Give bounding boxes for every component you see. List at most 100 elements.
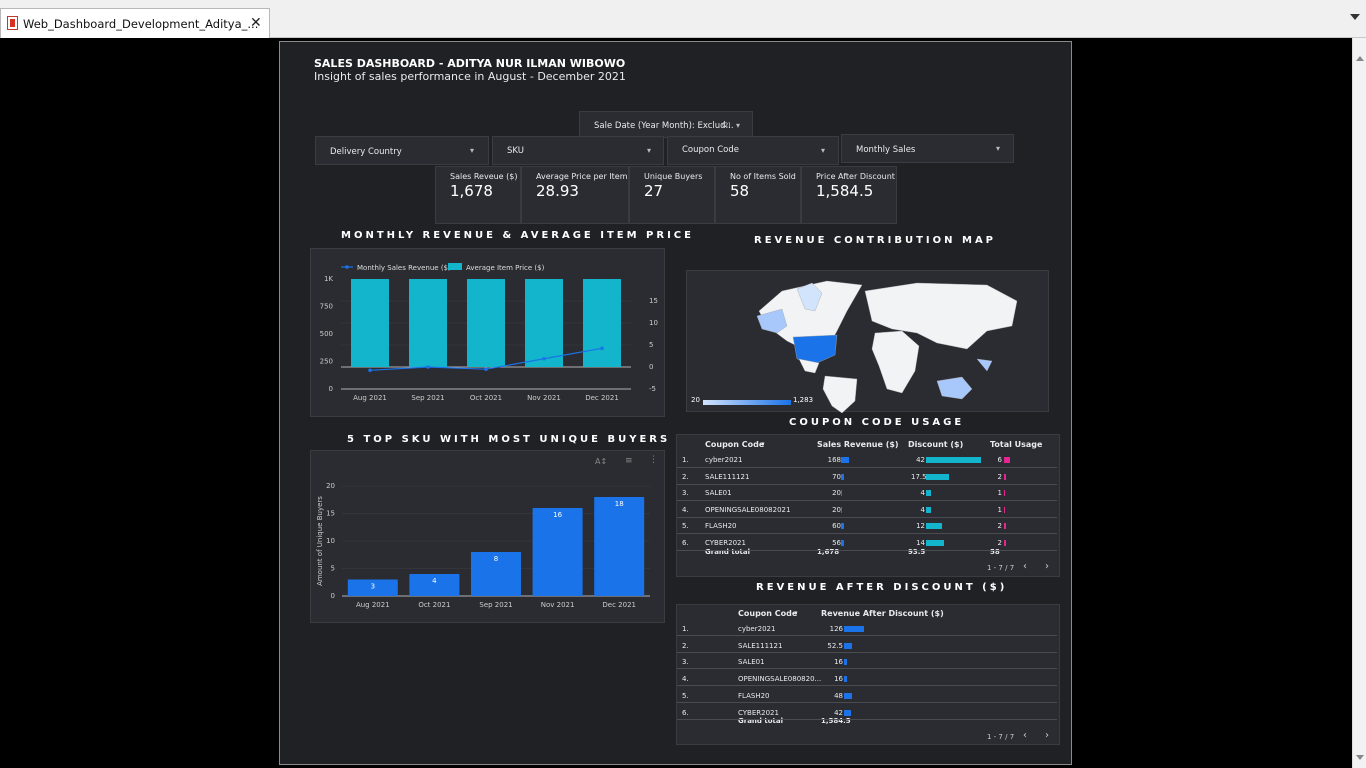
x-tick-label: Sep 2021 [479, 601, 512, 609]
revenue-after-discount-bar [844, 659, 847, 666]
coupon-code-cell: cyber2021 [705, 456, 743, 464]
table-row[interactable]: 3. SALE01 20 4 1 [677, 485, 1057, 502]
sale-date-filter[interactable]: Sale Date (Year Month): Exclud... (2) ▾ [579, 111, 753, 138]
total-usage-bar [1004, 473, 1006, 480]
x-tick-label: Oct 2021 [470, 394, 502, 402]
scroll-up-arrow-icon[interactable] [1356, 56, 1364, 61]
prev-page-icon[interactable]: ‹ [1023, 561, 1027, 572]
coupon-code-cell: cyber2021 [738, 625, 776, 633]
y-tick-label: 10 [326, 537, 335, 545]
kpi-average-price: Average Price per Item ($) 28.93 [521, 166, 629, 224]
grand-total-discount: 93.5 [908, 548, 926, 556]
revenue-after-discount-cell: 16 [834, 658, 843, 667]
coupon-table-panel: Coupon Code ▾ Sales Revenue ($) Discount… [676, 434, 1060, 577]
sort-icon: ▾ [794, 609, 798, 617]
kpi-unique-buyers: Unique Buyers 27 [629, 166, 715, 224]
filter-icon[interactable]: ≡ [625, 456, 633, 466]
vertical-scrollbar[interactable] [1352, 38, 1366, 768]
table-row[interactable]: 4. OPENINGSALE08082021 20 4 1 [677, 502, 1057, 518]
bar-data-label: 16 [553, 511, 562, 519]
total-usage-bar [1004, 457, 1010, 463]
table-row[interactable]: 1. cyber2021 168 42 6 [677, 452, 1057, 468]
sku-filter[interactable]: SKU ▾ [492, 136, 664, 165]
sales-revenue-cell: 70 [832, 472, 841, 481]
table-row[interactable]: 5. FLASH20 60 12 2 [677, 518, 1057, 535]
col-coupon-code[interactable]: Coupon Code [705, 440, 765, 449]
revenue-contribution-map [703, 280, 1018, 414]
delivery-country-filter[interactable]: Delivery Country ▾ [315, 136, 489, 165]
map-legend-max: 1,283 [793, 396, 814, 404]
pagination-label: 1 - 7 / 7 [987, 733, 1015, 741]
bar-average-item-price [409, 279, 447, 367]
table-row[interactable]: 6. CYBER2021 56 14 2 [677, 535, 1057, 551]
monthly-chart: Monthly Sales Revenue ($) Average Item Pr… [320, 263, 658, 402]
dashboard-page: SALES DASHBOARD - ADITYA NUR ILMAN WIBOW… [279, 41, 1072, 765]
coupon-code-cell: CYBER2021 [738, 708, 779, 717]
coupon-code-cell: SALE111121 [705, 472, 750, 481]
col-total-usage[interactable]: Total Usage [990, 440, 1043, 449]
grand-total-label: Grand total [705, 548, 750, 556]
col-coupon-code[interactable]: Coupon Code [738, 609, 798, 618]
y-right-tick-label: 0 [649, 363, 653, 371]
bar-average-item-price [525, 279, 563, 367]
tab-title: Web_Dashboard_Development_Aditya_... [23, 17, 259, 31]
sales-revenue-bar [841, 506, 842, 513]
table-row[interactable]: 1. cyber2021 126 [677, 620, 1057, 636]
col-sales-revenue[interactable]: Sales Revenue ($) [817, 440, 899, 449]
y-right-tick-label: 10 [649, 319, 658, 327]
next-page-icon[interactable]: › [1045, 730, 1049, 741]
coupon-code-filter-label: Coupon Code [682, 145, 739, 155]
pagination-label: 1 - 7 / 7 [987, 564, 1015, 572]
total-usage-bar [1004, 540, 1006, 546]
y-left-tick-label: 500 [320, 330, 333, 338]
sales-revenue-cell: 168 [827, 456, 841, 464]
prev-page-icon[interactable]: ‹ [1023, 730, 1027, 741]
coupon-code-cell: OPENINGSALE080820... [738, 675, 822, 684]
grand-total-usage: 58 [990, 548, 1000, 556]
y-left-tick-label: 0 [329, 385, 333, 393]
col-revenue-after-discount[interactable]: Revenue After Discount ($) [821, 609, 944, 618]
scroll-down-arrow-icon[interactable] [1356, 755, 1364, 760]
dashboard-subtitle: Insight of sales performance in August -… [314, 70, 626, 83]
table-row[interactable]: 2. SALE111121 52.5 [677, 637, 1057, 653]
x-tick-label: Oct 2021 [418, 601, 450, 609]
map-panel: 20 1,283 [686, 270, 1049, 414]
bar-average-item-price [467, 279, 505, 367]
sort-icon: ▾ [761, 440, 765, 448]
map-region-small [976, 358, 993, 372]
more-options-icon[interactable]: ⋮ [649, 455, 658, 465]
coupon-table: Coupon Code ▾ Sales Revenue ($) Discount… [677, 435, 1061, 578]
table-row[interactable]: 3. SALE01 16 [677, 653, 1057, 670]
table-row[interactable]: 6. CYBER2021 42 [677, 704, 1057, 720]
bar-data-label: 18 [615, 500, 624, 508]
tab-list-dropdown-icon[interactable] [1350, 14, 1360, 20]
sales-revenue-bar [841, 490, 842, 497]
monthly-sales-filter-label: Monthly Sales [856, 145, 916, 155]
document-tab[interactable]: Web_Dashboard_Development_Aditya_... ✕ [0, 8, 270, 38]
sort-az-icon[interactable]: A↕ [595, 457, 608, 466]
kpi-label: Unique Buyers [644, 172, 703, 181]
y-right-tick-label: -5 [649, 385, 656, 393]
x-tick-label: Sep 2021 [411, 394, 444, 402]
row-index: 6. [682, 539, 689, 547]
y-left-tick-label: 1K [324, 275, 333, 283]
monthly-sales-filter[interactable]: Monthly Sales ▾ [841, 134, 1014, 163]
total-usage-cell: 6 [997, 456, 1002, 464]
row-index: 5. [682, 522, 689, 531]
x-tick-label: Aug 2021 [353, 394, 387, 402]
col-discount[interactable]: Discount ($) [908, 440, 964, 449]
x-tick-label: Dec 2021 [602, 601, 636, 609]
map-usa [792, 334, 838, 364]
discount-cell: 14 [916, 539, 925, 547]
x-tick-label: Aug 2021 [356, 601, 390, 609]
coupon-code-filter[interactable]: Coupon Code ▾ [667, 136, 839, 165]
grand-total-value: 1,584.5 [821, 717, 851, 725]
table-row[interactable]: 5. FLASH20 48 [677, 687, 1057, 703]
bar-data-label: 3 [371, 583, 375, 591]
sku-filter-label: SKU [507, 146, 524, 156]
next-page-icon[interactable]: › [1045, 561, 1049, 572]
legend-label: Monthly Sales Revenue ($) [357, 264, 451, 272]
table-row[interactable]: 4. OPENINGSALE080820... 16 [677, 670, 1057, 687]
close-tab-icon[interactable]: ✕ [250, 15, 262, 31]
table-row[interactable]: 2. SALE111121 70 17.5 2 [677, 469, 1057, 485]
